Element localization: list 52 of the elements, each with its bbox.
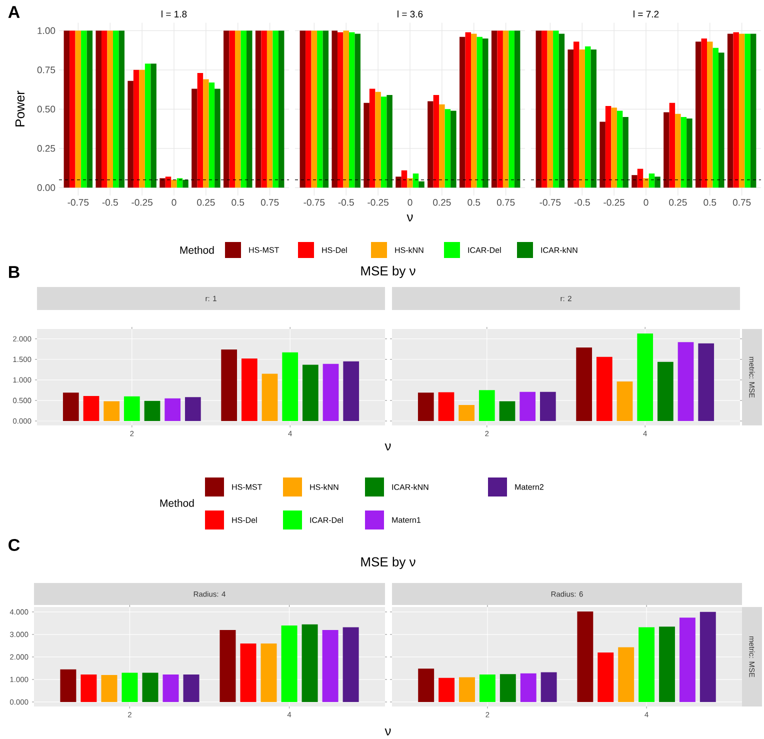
text: A <box>8 6 20 18</box>
x-tick-label: -0.75 <box>304 199 325 206</box>
x-axis-title: ν <box>406 214 413 222</box>
legend-label: HS-kNN <box>395 247 424 253</box>
legend-title: Method <box>160 499 194 507</box>
legend-label: ICAR-Del <box>310 517 343 523</box>
legend-label: ICAR-kNN <box>541 247 578 253</box>
y-axis-title: Power <box>15 90 25 126</box>
x-axis-title: ν <box>384 728 391 736</box>
legend-label: HS-Del <box>232 517 257 523</box>
x-tick-label: -0.25 <box>132 199 152 206</box>
x-tick-label: -0.5 <box>102 199 118 206</box>
x-tick-label: 0.75 <box>732 199 751 206</box>
x-tick-label: 0 <box>172 199 176 206</box>
legend-label: ICAR-Del <box>468 247 501 253</box>
x-tick-label: -0.5 <box>338 199 354 206</box>
legend-label: HS-MST <box>232 484 262 490</box>
x-tick-label: 0.5 <box>704 199 716 206</box>
x-tick-label: 0.25 <box>433 199 451 206</box>
y-tick-label: 0.75 <box>37 66 56 74</box>
x-tick-label: -0.5 <box>574 199 590 206</box>
chart-title: l = 7.2 <box>634 10 659 18</box>
x-tick-label: -0.25 <box>604 199 624 206</box>
x-tick-label: 0.25 <box>669 199 687 206</box>
x-tick-label: 0.5 <box>468 199 480 206</box>
x-tick-label: 0 <box>408 199 412 206</box>
x-tick-label: 0.5 <box>232 199 244 206</box>
legend-title: Method <box>180 246 214 254</box>
y-tick-label: 0.25 <box>37 145 56 152</box>
legend-label: Matern1 <box>392 517 420 523</box>
x-tick-label: 0.25 <box>197 199 215 206</box>
chart-title: l = 1.8 <box>162 10 187 18</box>
chart-title: MSE by ν <box>361 556 416 570</box>
x-tick-label: -0.75 <box>68 199 89 206</box>
x-tick-label: -0.25 <box>368 199 388 206</box>
y-tick-label: 1.00 <box>38 27 56 34</box>
legend-label: HS-MST <box>249 247 280 253</box>
x-axis-title: ν <box>384 444 391 450</box>
legend-label: HS-kNN <box>310 484 338 490</box>
x-tick-label: -0.75 <box>540 199 561 206</box>
legend-label: Matern2 <box>515 484 544 490</box>
text: B <box>9 266 20 278</box>
x-tick-label: 0.75 <box>496 199 515 206</box>
chart-title: l = 3.6 <box>398 10 423 18</box>
text: C <box>8 538 20 552</box>
x-tick-label: 0.75 <box>260 199 279 206</box>
legend-label: ICAR-kNN <box>392 484 428 490</box>
y-tick-label: 0.00 <box>37 184 56 192</box>
chart-title: MSE by ν <box>361 266 416 278</box>
legend-label: HS-Del <box>322 247 347 253</box>
y-tick-label: 0.50 <box>37 106 56 113</box>
x-tick-label: 0 <box>644 199 648 206</box>
